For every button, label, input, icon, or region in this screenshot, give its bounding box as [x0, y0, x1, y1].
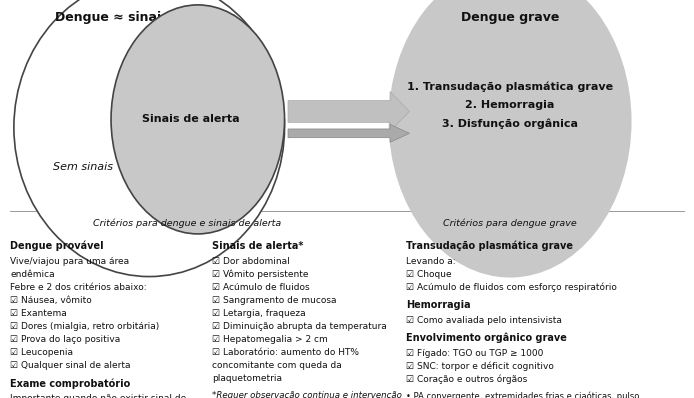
- Text: Sinais de alerta: Sinais de alerta: [142, 114, 239, 125]
- Text: ☑ Prova do laço positiva: ☑ Prova do laço positiva: [10, 335, 121, 344]
- Text: Sinais de alerta*: Sinais de alerta*: [212, 241, 303, 251]
- FancyArrow shape: [288, 124, 409, 142]
- Text: Hemorragia: Hemorragia: [406, 300, 471, 310]
- Text: Febre e 2 dos critérios abaixo:: Febre e 2 dos critérios abaixo:: [10, 283, 147, 292]
- Text: Critérios para dengue grave: Critérios para dengue grave: [443, 218, 577, 228]
- Text: concomitante com queda da: concomitante com queda da: [212, 361, 341, 370]
- Text: ☑ Exantema: ☑ Exantema: [10, 309, 67, 318]
- Text: Levando a:: Levando a:: [406, 257, 456, 266]
- Text: ☑ Náusea, vômito: ☑ Náusea, vômito: [10, 296, 92, 305]
- Text: ☑ Vômito persistente: ☑ Vômito persistente: [212, 270, 308, 279]
- Text: ☑ Leucopenia: ☑ Leucopenia: [10, 348, 74, 357]
- Text: ☑ Hepatomegalia > 2 cm: ☑ Hepatomegalia > 2 cm: [212, 335, 328, 344]
- Text: Sem sinais: Sem sinais: [53, 162, 113, 172]
- FancyArrow shape: [288, 92, 409, 131]
- Text: Transudação plasmática grave: Transudação plasmática grave: [406, 241, 573, 251]
- Text: endêmica: endêmica: [10, 270, 55, 279]
- Text: ☑ Dor abdominal: ☑ Dor abdominal: [212, 257, 289, 266]
- Text: Dengue provável: Dengue provável: [10, 241, 104, 251]
- Ellipse shape: [14, 0, 285, 277]
- Text: Dengue ≈ sinais de alerta: Dengue ≈ sinais de alerta: [55, 12, 237, 24]
- Text: ☑ Letargia, fraqueza: ☑ Letargia, fraqueza: [212, 309, 305, 318]
- Text: ☑ Qualquer sinal de alerta: ☑ Qualquer sinal de alerta: [10, 361, 131, 370]
- Text: • PA convergente, extremidades frias e ciaóticas, pulso: • PA convergente, extremidades frias e c…: [406, 392, 639, 398]
- Text: Vive/viajou para uma área: Vive/viajou para uma área: [10, 257, 130, 266]
- Text: Dengue grave: Dengue grave: [461, 12, 559, 24]
- Text: ☑ Laboratório: aumento do HT%: ☑ Laboratório: aumento do HT%: [212, 348, 359, 357]
- Text: ☑ Choque: ☑ Choque: [406, 270, 452, 279]
- Text: 1. Transudação plasmática grave
2. Hemorragia
3. Disfunção orgânica: 1. Transudação plasmática grave 2. Hemor…: [407, 82, 613, 129]
- Text: ☑ Acúmulo de fluidos com esforço respiratório: ☑ Acúmulo de fluidos com esforço respira…: [406, 283, 617, 292]
- Text: Envolvimento orgânico grave: Envolvimento orgânico grave: [406, 333, 567, 343]
- Text: Exame comprobatório: Exame comprobatório: [10, 378, 130, 389]
- Text: ☑ SNC: torpor e déficit cognitivo: ☑ SNC: torpor e déficit cognitivo: [406, 362, 554, 371]
- Ellipse shape: [111, 5, 285, 234]
- Text: ☑ Acúmulo de fluidos: ☑ Acúmulo de fluidos: [212, 283, 310, 292]
- Text: ☑ Como avaliada pelo intensivista: ☑ Como avaliada pelo intensivista: [406, 316, 562, 325]
- Text: plaquetometria: plaquetometria: [212, 374, 282, 383]
- Text: Critérios para dengue e sinais de alerta: Critérios para dengue e sinais de alerta: [93, 218, 282, 228]
- Text: ☑ Dores (mialgia, retro orbitária): ☑ Dores (mialgia, retro orbitária): [10, 322, 160, 331]
- Text: ☑ Sangramento de mucosa: ☑ Sangramento de mucosa: [212, 296, 336, 305]
- Ellipse shape: [389, 0, 632, 277]
- Text: *Requer observação continua e intervenção: *Requer observação continua e intervençã…: [212, 391, 402, 398]
- Text: ☑ Coração e outros órgãos: ☑ Coração e outros órgãos: [406, 375, 527, 384]
- Text: ☑ Fígado: TGO ou TGP ≥ 1000: ☑ Fígado: TGO ou TGP ≥ 1000: [406, 349, 543, 358]
- Text: Importante quando não existir sinal de: Importante quando não existir sinal de: [10, 394, 187, 398]
- Text: ☑ Diminuição abrupta da temperatura: ☑ Diminuição abrupta da temperatura: [212, 322, 387, 331]
